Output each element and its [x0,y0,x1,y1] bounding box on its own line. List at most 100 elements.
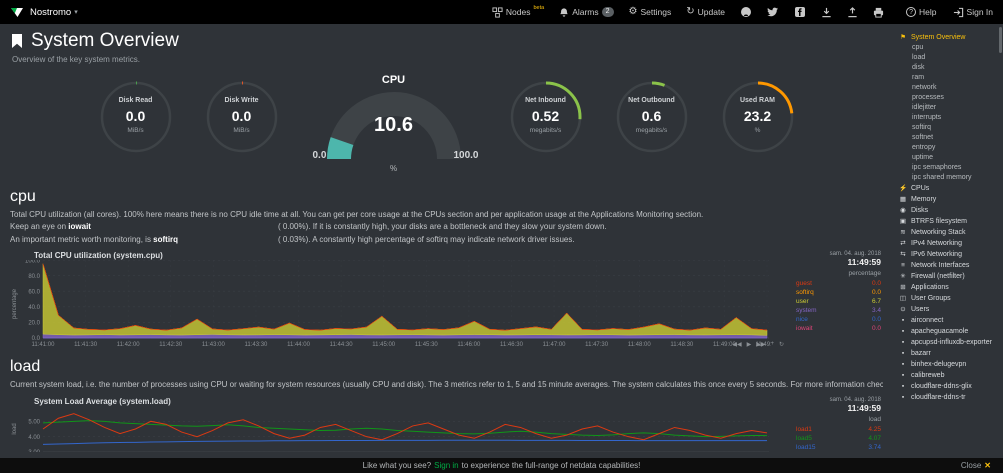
sidebar-subitem-processes[interactable]: processes [912,94,944,101]
save-snapshot-button[interactable] [821,7,832,18]
legend-item-iowait[interactable]: iowait 0.0 [796,325,881,333]
nodes-label: Nodes [505,7,531,17]
sidebar-item-airconnect[interactable]: ▪ airconnect [899,315,999,326]
netdata-logo[interactable] [10,5,24,19]
sidebar-item-memory[interactable]: ▦ Memory [899,196,937,203]
gauge-ring [722,81,793,153]
help-button[interactable]: ? Help [906,7,937,18]
svg-text:11:42:30: 11:42:30 [159,342,183,348]
zoom-in-icon[interactable]: + [770,341,774,348]
cpu-gauge[interactable]: CPU 10.6 0.0 100.0 % [309,74,479,178]
app-icon: ▪ [901,328,905,335]
sidebar-item-apcupsd-influxdb-exporter[interactable]: ▪ apcupsd-influxdb-exporter [899,337,999,348]
sidebar-subitem-uptime[interactable]: uptime [912,154,934,161]
disk-read-gauge[interactable]: Disk Read 0.0 MiB/s [97,80,175,172]
sidebar-subitem-network[interactable]: network [912,84,937,91]
firewall-icon: ✳ [900,273,906,280]
sidebar-item-ipv4-networking[interactable]: ⇄ IPv4 Networking [900,240,962,247]
sidebar-item-cpus[interactable]: ⚡ CPUs [899,185,930,192]
svg-text:11:47:30: 11:47:30 [585,342,609,348]
sidebar-item-cloudflare-ddns-glix[interactable]: ▪ cloudflare-ddns-glix [899,381,999,392]
chart-date: sam. 04. aug. 2018 [829,396,881,403]
sidebar-item-networking-stack[interactable]: ≋ Networking Stack [900,229,966,236]
play-icon[interactable]: ▶ [746,342,752,349]
sidebar-subitem-load[interactable]: load [912,54,926,61]
reset-zoom-icon[interactable]: ↻ [778,342,784,349]
sidebar-subitem-softnet[interactable]: softnet [912,134,934,141]
refresh-icon: ↻ [686,6,695,17]
nodes-icon [492,6,503,18]
facebook-icon [795,7,806,17]
footer-signin-link[interactable]: Sign in [434,461,459,470]
net-inbound-gauge[interactable]: Net Inbound 0.52 megabits/s [507,80,585,172]
pan-left-icon[interactable]: ◀◀ [732,342,742,349]
gauge-max: 100.0 [453,150,479,161]
gauge-unit: MiB/s [233,127,250,134]
footer-close-button[interactable]: Close ✕ [961,461,991,470]
used-ram-gauge[interactable]: Used RAM 23.2 % [719,80,797,172]
update-button[interactable]: ↻ Update [686,6,725,18]
net-outbound-gauge[interactable]: Net Outbound 0.6 megabits/s [613,80,691,172]
sidebar-subitem-ipc-shared-memory[interactable]: ipc shared memory [912,174,972,181]
print-button[interactable] [873,7,884,18]
github-button[interactable] [740,6,752,18]
node-selector[interactable]: Nostromo ▾ [30,7,78,18]
sidebar-subitem-softirq[interactable]: softirq [912,124,932,131]
legend-item-softirq[interactable]: softirq 0.0 [796,289,881,297]
sidebar-item-ipv6-networking[interactable]: ⇆ IPv6 Networking [900,251,962,258]
sidebar-subitem-disk[interactable]: disk [912,64,925,71]
sidebar-subitem-cpu[interactable]: cpu [912,44,924,51]
legend-item-system[interactable]: system 3.4 [796,307,881,315]
topbar: Nostromo ▾ Nodes beta Alarms 2 ⚙ Settings… [0,0,1003,24]
sidebar-item-disks[interactable]: ◉ Disks [900,207,929,214]
sidebar-item-bazarr[interactable]: ▪ bazarr [899,348,999,359]
legend-item-user[interactable]: user 6.7 [796,298,881,306]
page-head: System Overview [10,30,883,52]
sidebar-item-system-overview[interactable]: ⚑ System Overview [900,34,966,41]
legend-item-load1[interactable]: load1 4.25 [796,425,881,433]
sidebar-item-network-interfaces[interactable]: ≡ Network Interfaces [899,260,999,271]
sidebar-item-firewall-netfilter-[interactable]: ✳ Firewall (netfilter) [900,273,965,280]
gauge-arc-svg [326,92,461,160]
gauge-ring [510,81,581,153]
legend-item-nice[interactable]: nice 0.0 [796,316,881,324]
load-chart-canvas[interactable]: 3.00 4.00 5.00 [19,406,771,452]
facebook-button[interactable] [794,6,806,18]
disk-write-gauge[interactable]: Disk Write 0.0 MiB/s [203,80,281,172]
sidebar-item-binhex-delugevpn[interactable]: ▪ binhex-delugevpn [899,359,999,370]
sidebar-scrollbar[interactable] [999,27,1002,53]
settings-button[interactable]: ⚙ Settings [629,7,672,18]
sidebar-subitem-entropy[interactable]: entropy [912,144,936,151]
sidebar-item-users[interactable]: ⊙ Users [900,306,930,313]
gauge-unit: megabits/s [635,127,668,134]
signin-button[interactable]: Sign In [953,7,993,18]
twitter-button[interactable] [767,6,779,18]
beta-tag: beta [533,5,545,11]
svg-text:80.0: 80.0 [28,274,40,280]
sidebar-item-apacheguacamole[interactable]: ▪ apacheguacamole [899,326,999,337]
sidebar-item-calibreweb[interactable]: ▪ calibreweb [899,370,999,381]
legend-item-load15[interactable]: load15 3.74 [796,443,881,451]
sidebar-subitem-ram[interactable]: ram [912,74,925,81]
sidebar-subitem-interrupts[interactable]: interrupts [912,114,942,121]
gauge-unit: megabits/s [529,127,562,134]
pan-right-icon[interactable]: ▶▶ [756,342,766,349]
sidebar-subitem-ipc-semaphores[interactable]: ipc semaphores [912,164,962,171]
signin-label: Sign In [966,7,993,17]
app-icon: ▪ [901,361,905,368]
alarms-button[interactable]: Alarms 2 [559,7,614,18]
sidebar-subitem-idlejitter[interactable]: idlejitter [912,104,937,111]
load-section-heading: load [10,358,41,376]
legend-item-guest[interactable]: guest 0.0 [796,280,881,288]
gauges-row: Disk Read 0.0 MiB/s Disk Write 0.0 MiB/s… [10,74,883,178]
sidebar-item-user-groups[interactable]: ◫ User Groups [899,295,951,302]
bell-icon [560,7,568,17]
gauge-label: Net Inbound [525,97,566,104]
sidebar-item-btrfs-filesystem[interactable]: ▣ BTRFS filesystem [899,218,968,225]
sidebar-item-cloudflare-ddns-tr[interactable]: ▪ cloudflare-ddns-tr [899,392,999,403]
load-snapshot-button[interactable] [847,6,858,18]
cpu-chart-canvas[interactable]: 11:41:00 11:41:30 11:42:00 11:42:30 11:43:00… [19,260,771,348]
nodes-button[interactable]: Nodes beta [492,5,545,18]
legend-item-load5[interactable]: load5 4.07 [796,434,881,442]
sidebar-item-applications[interactable]: ⊞ Applications [900,284,949,291]
